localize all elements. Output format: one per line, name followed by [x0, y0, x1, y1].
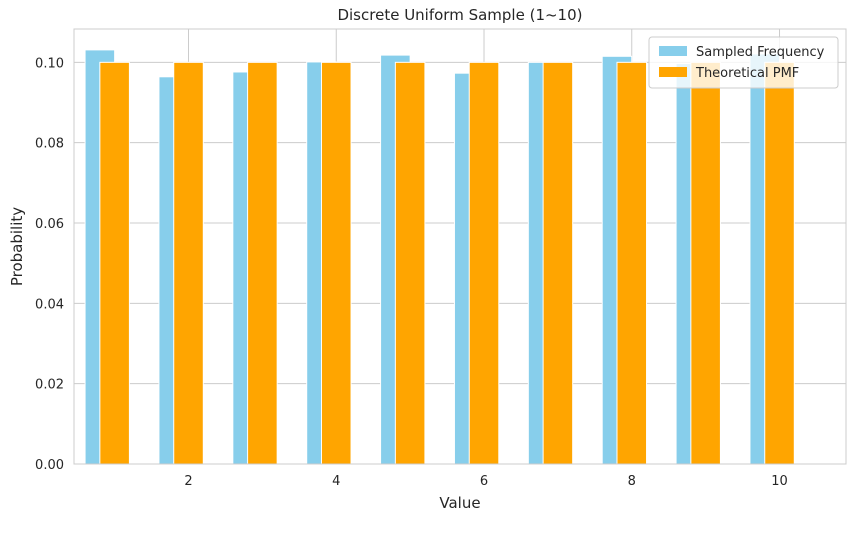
y-tick-label: 0.00: [35, 458, 64, 473]
x-axis-ticks: 2 4 6 8 10: [184, 474, 787, 489]
x-tick-label: 4: [332, 474, 340, 489]
x-tick-label: 2: [184, 474, 192, 489]
bar-theoretical-1: [99, 61, 130, 465]
bar-theoretical-8: [616, 61, 648, 465]
legend: Sampled Frequency Theoretical PMF: [648, 36, 839, 89]
y-axis-label: Probability: [8, 207, 26, 286]
y-tick-label: 0.04: [35, 297, 64, 312]
x-tick-label: 6: [480, 474, 488, 489]
x-tick-label: 10: [771, 474, 788, 489]
bar-theoretical-7: [542, 61, 574, 465]
y-axis-ticks: 0.00 0.02 0.04 0.06 0.08 0.10: [35, 56, 64, 473]
legend-label: Theoretical PMF: [695, 66, 799, 81]
bar-theoretical-4: [320, 61, 352, 465]
legend-swatch: [659, 46, 687, 56]
bars: [84, 49, 795, 465]
y-tick-label: 0.10: [35, 56, 64, 71]
x-tick-label: 8: [628, 474, 636, 489]
y-tick-label: 0.08: [35, 137, 64, 152]
y-tick-label: 0.02: [35, 378, 64, 393]
legend-box: [648, 36, 839, 89]
plot-area: [73, 28, 847, 465]
plot-frame: [73, 28, 847, 465]
legend-swatch: [659, 67, 687, 77]
bar-theoretical-9: [690, 61, 721, 465]
legend-label: Sampled Frequency: [696, 45, 825, 60]
bar-theoretical-5: [394, 61, 426, 465]
bar-theoretical-3: [247, 61, 278, 465]
x-axis-label: Value: [439, 494, 480, 512]
bar-theoretical-2: [173, 61, 204, 465]
chart-title: Discrete Uniform Sample (1~10): [337, 6, 582, 24]
bar-theoretical-6: [468, 61, 500, 465]
y-tick-label: 0.06: [35, 217, 64, 232]
bar-theoretical-10: [764, 61, 795, 465]
